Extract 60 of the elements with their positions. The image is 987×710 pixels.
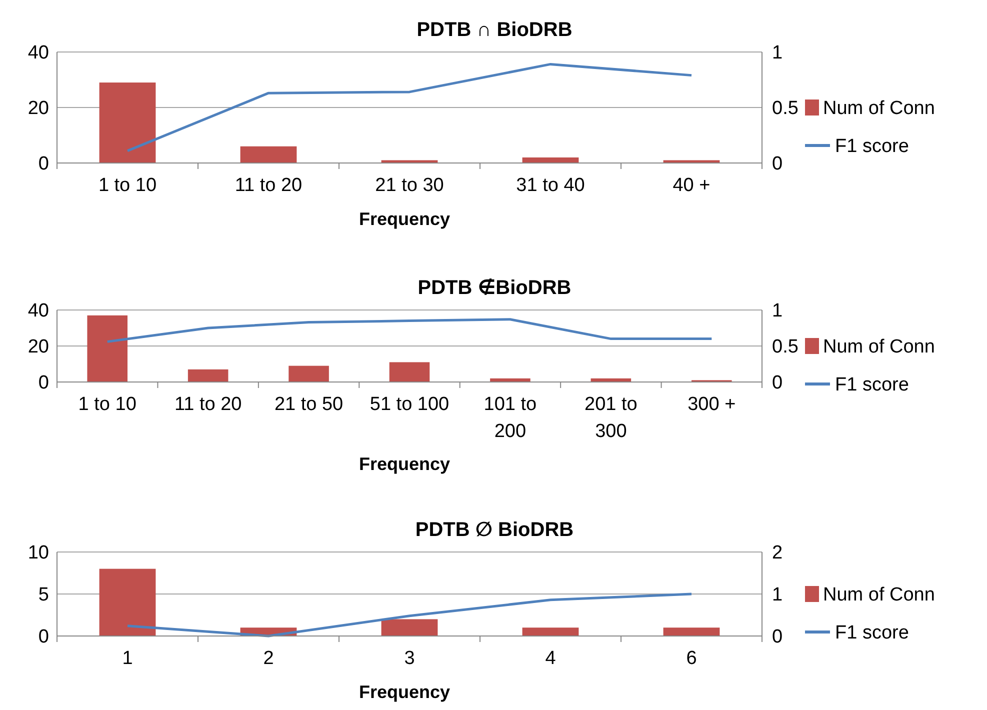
y2-tick-label: 0 bbox=[772, 626, 783, 648]
x-tick-label: 40 + bbox=[672, 175, 710, 196]
x-axis-title: Frequency bbox=[358, 209, 450, 229]
y2-tick-label: 0.5 bbox=[772, 336, 798, 358]
bar bbox=[87, 315, 128, 382]
x-tick-label: 1 bbox=[122, 648, 133, 669]
y2-tick-label: 1 bbox=[772, 584, 783, 606]
bar bbox=[389, 362, 430, 382]
legend-label: Num of Conn bbox=[823, 584, 935, 606]
legend-label: F1 score bbox=[835, 136, 909, 158]
y-tick-label: 20 bbox=[28, 336, 49, 358]
x-tick-label: 2 bbox=[263, 648, 274, 669]
bar bbox=[381, 619, 438, 636]
x-tick-label: 101 to 200 bbox=[484, 394, 537, 442]
y-tick-label: 20 bbox=[28, 98, 49, 120]
x-tick-label: 201 to 300 bbox=[584, 394, 638, 442]
x-tick-label: 11 to 20 bbox=[234, 175, 302, 196]
x-tick-label: 21 to 50 bbox=[274, 394, 344, 415]
line-series bbox=[106, 318, 713, 343]
bar bbox=[99, 568, 156, 636]
y2-tick-label: 1 bbox=[772, 42, 783, 64]
bar bbox=[522, 628, 579, 636]
x-tick-label: 3 bbox=[404, 648, 415, 669]
y-tick-label: 40 bbox=[28, 42, 49, 64]
x-tick-label: 11 to 20 bbox=[174, 394, 242, 415]
x-tick-label: 1 to 10 bbox=[98, 175, 157, 196]
y2-tick-label: 0 bbox=[772, 154, 783, 175]
legend-label: Num of Conn bbox=[823, 98, 935, 120]
y2-tick-label: 0.5 bbox=[772, 98, 798, 120]
chart-title: PDTB ∩ BioDRB bbox=[416, 19, 572, 41]
y2-tick-label: 0 bbox=[772, 372, 783, 394]
legend-label: F1 score bbox=[835, 374, 909, 396]
y-tick-label: 5 bbox=[38, 584, 49, 606]
bar bbox=[663, 628, 720, 636]
bar bbox=[288, 366, 329, 382]
y2-tick-label: 1 bbox=[772, 300, 783, 322]
chart-title: PDTB ∉BioDRB bbox=[418, 277, 572, 299]
x-tick-label: 4 bbox=[545, 648, 556, 669]
x-tick-label: 300 + bbox=[688, 394, 736, 415]
y2-tick-label: 2 bbox=[772, 542, 783, 564]
x-tick-label: 51 to 100 bbox=[370, 394, 450, 415]
x-tick-label: 31 to 40 bbox=[516, 175, 585, 196]
line-series bbox=[126, 592, 693, 638]
legend-label: Num of Conn bbox=[823, 336, 935, 358]
legend-label: F1 score bbox=[835, 622, 909, 644]
y-tick-label: 0 bbox=[38, 626, 49, 648]
y-tick-label: 10 bbox=[28, 542, 49, 564]
y-tick-label: 0 bbox=[38, 372, 49, 394]
x-tick-label: 1 to 10 bbox=[78, 394, 136, 415]
chart-title: PDTB ∅ BioDRB bbox=[415, 519, 574, 541]
bar bbox=[99, 82, 156, 163]
y-tick-label: 40 bbox=[28, 300, 49, 322]
x-axis-title: Frequency bbox=[358, 682, 450, 702]
x-tick-label: 6 bbox=[686, 648, 697, 669]
x-tick-label: 21 to 30 bbox=[375, 175, 444, 196]
line-series bbox=[126, 62, 693, 152]
bar bbox=[188, 369, 228, 382]
x-axis-title: Frequency bbox=[358, 454, 450, 474]
bar bbox=[240, 146, 297, 163]
y-tick-label: 0 bbox=[38, 154, 49, 175]
